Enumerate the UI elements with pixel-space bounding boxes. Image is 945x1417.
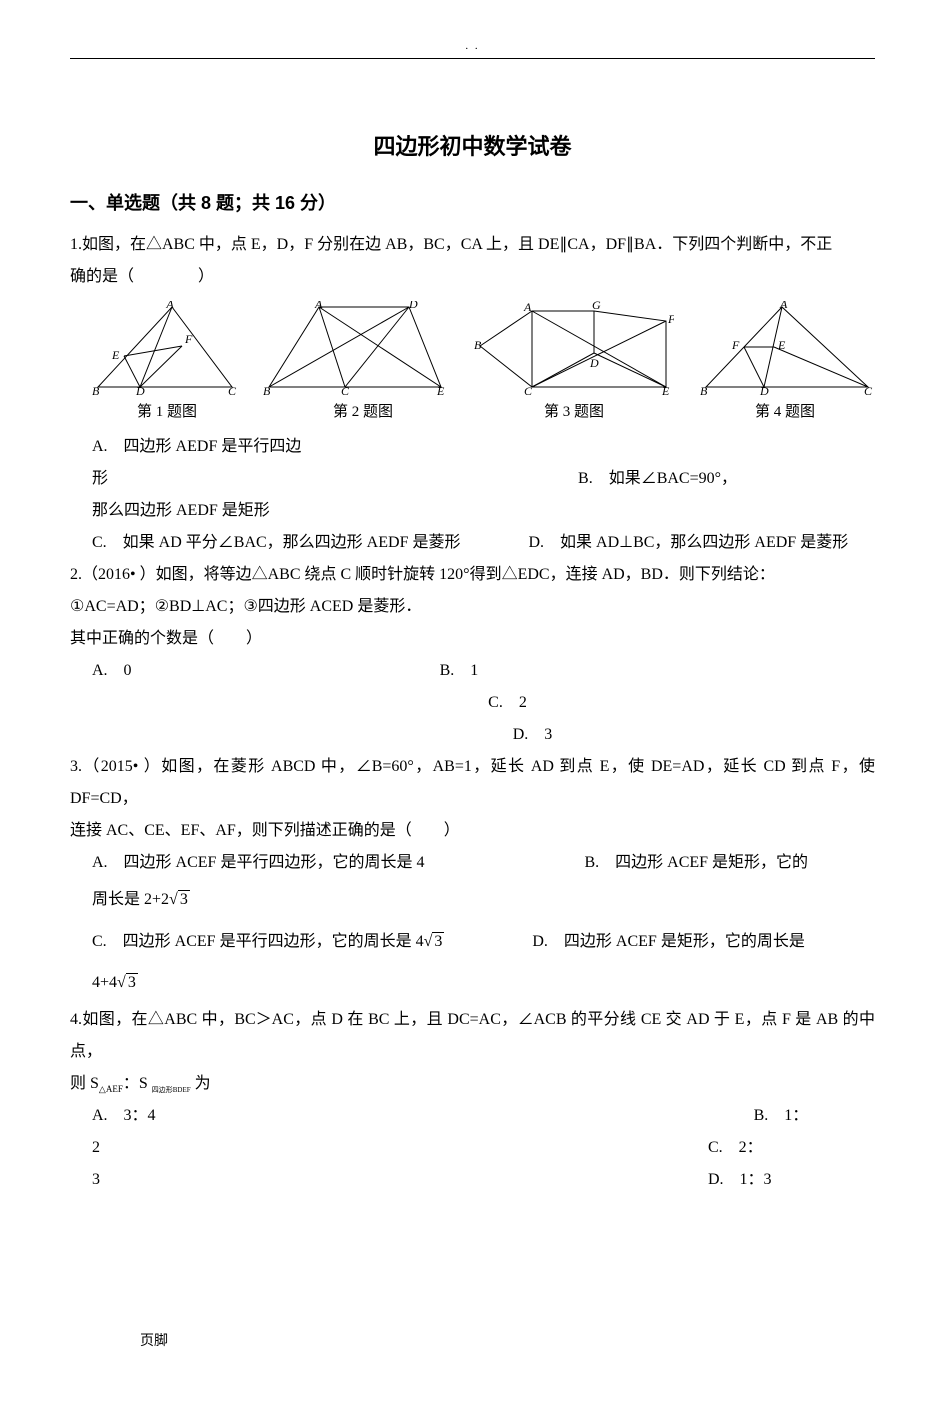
q4-stem-l2-pre: 则 S xyxy=(70,1075,99,1092)
q4-stem-l2-mid: ：S xyxy=(123,1075,152,1092)
svg-text:A: A xyxy=(165,301,174,311)
figure-1: A B C D E F xyxy=(92,301,237,396)
q4-sub-aef: △AEF xyxy=(99,1084,123,1094)
section-heading: 一、单选题（共 8 题；共 16 分） xyxy=(70,189,875,215)
q4-option-b-l2: 2 xyxy=(92,1139,100,1156)
q2-option-c: C. 2 xyxy=(70,687,875,719)
q4-option-c-l2: 3 xyxy=(92,1171,100,1188)
svg-text:F: F xyxy=(184,332,193,346)
svg-text:D: D xyxy=(759,384,769,396)
q3-option-b: B. 四边形 ACEF 是矩形，它的 xyxy=(584,854,808,871)
q1-option-a-l1: A. 四边形 AEDF 是平行四边 xyxy=(70,431,875,463)
q4-options-row2: 2 C. 2： xyxy=(70,1132,875,1164)
svg-text:B: B xyxy=(700,384,708,396)
svg-text:B: B xyxy=(92,384,100,396)
figure-4-label: 第 4 题图 xyxy=(695,400,875,421)
figure-2: A B C D E xyxy=(263,301,448,396)
figure-labels-row: 第 1 题图 第 2 题图 第 3 题图 第 4 题图 xyxy=(92,400,875,421)
header-dots: . . xyxy=(70,40,875,52)
q3-option-b-l2: 周长是 2+2√3 xyxy=(70,879,875,921)
sqrt-3-value-1: 3 xyxy=(178,890,190,909)
q1-option-d: D. 如果 AD⊥BC，那么四边形 AEDF 是菱形 xyxy=(528,534,848,551)
svg-text:D: D xyxy=(589,356,599,370)
q4-option-b: B. 1： xyxy=(754,1107,809,1124)
q1-option-c: C. 如果 AD 平分∠BAC，那么四边形 AEDF 是菱形 xyxy=(92,534,460,551)
q2-option-d: D. 3 xyxy=(70,719,875,751)
q3-option-d-l2: 4+4√3 xyxy=(70,962,875,1004)
page-footer: 页脚 xyxy=(140,1330,168,1350)
q3-stem-line1: 3.（2015• ）如图，在菱形 ABCD 中，∠B=60°，AB=1，延长 A… xyxy=(70,751,875,815)
page-title: 四边形初中数学试卷 xyxy=(70,129,875,161)
svg-text:C: C xyxy=(864,384,873,396)
q3-option-a: A. 四边形 ACEF 是平行四边形，它的周长是 4 xyxy=(92,854,424,871)
svg-text:A: A xyxy=(779,301,788,311)
svg-text:G: G xyxy=(592,301,601,312)
q3-option-c-text: C. 四边形 ACEF 是平行四边形，它的周长是 4 xyxy=(92,933,424,950)
q2-options-ab: A. 0 B. 1 xyxy=(70,655,875,687)
q1-stem-line2: 确的是（ ） xyxy=(70,261,875,293)
svg-text:F: F xyxy=(731,338,740,352)
figure-2-label: 第 2 题图 xyxy=(273,400,453,421)
q4-option-c: C. 2： xyxy=(708,1139,763,1156)
q4-options-row3: 3 D. 1：3 xyxy=(70,1164,875,1196)
q3-option-d-l2-text: 4+4 xyxy=(92,974,117,991)
q4-option-d: D. 1：3 xyxy=(708,1171,772,1188)
svg-text:C: C xyxy=(524,384,533,396)
q3-stem-line2: 连接 AC、CE、EF、AF，则下列描述正确的是（ ） xyxy=(70,815,875,847)
figure-4: A B C D E F xyxy=(700,301,875,396)
q4-option-a: A. 3：4 xyxy=(92,1107,156,1124)
svg-text:C: C xyxy=(341,384,350,396)
svg-text:E: E xyxy=(661,384,670,396)
q1-option-c-d-line: C. 如果 AD 平分∠BAC，那么四边形 AEDF 是菱形 D. 如果 AD⊥… xyxy=(70,527,875,559)
svg-text:A: A xyxy=(314,301,323,311)
figure-1-label: 第 1 题图 xyxy=(92,400,242,421)
q4-sub-bdef: 四边形BDEF xyxy=(152,1086,191,1094)
q1-option-b-l2: 那么四边形 AEDF 是矩形 xyxy=(70,495,875,527)
q4-options-row1: A. 3：4 B. 1： xyxy=(70,1100,875,1132)
q2-stem-line2: ①AC=AD；②BD⊥AC；③四边形 ACED 是菱形． xyxy=(70,591,875,623)
svg-text:F: F xyxy=(667,312,674,326)
q2-option-a: A. 0 xyxy=(92,662,132,679)
svg-text:B: B xyxy=(263,384,271,396)
svg-text:E: E xyxy=(777,338,786,352)
sqrt-3-value-2: 3 xyxy=(432,932,444,951)
q4-stem-line2: 则 S△AEF：S 四边形BDEF 为 xyxy=(70,1068,875,1100)
q2-option-b: B. 1 xyxy=(440,662,479,679)
figures-row: A B C D E F A B C D E xyxy=(92,301,875,396)
q4-stem-l2-post: 为 xyxy=(191,1075,211,1092)
svg-text:D: D xyxy=(135,384,145,396)
q1-option-a-l2: 形 xyxy=(92,470,108,487)
svg-text:A: A xyxy=(523,301,532,314)
svg-text:B: B xyxy=(474,338,482,352)
q3-option-b-l2-text: 周长是 2+2 xyxy=(92,891,169,908)
q2-stem-line1: 2.（2016• ）如图，将等边△ABC 绕点 C 顺时针旋转 120°得到△E… xyxy=(70,559,875,591)
q1-stem-line1: 1.如图，在△ABC 中，点 E，D，F 分别在边 AB，BC，CA 上，且 D… xyxy=(70,229,875,261)
q3-option-d: D. 四边形 ACEF 是矩形，它的周长是 xyxy=(532,933,804,950)
q4-stem-line1: 4.如图，在△ABC 中，BC＞AC，点 D 在 BC 上，且 DC=AC，∠A… xyxy=(70,1004,875,1068)
svg-text:D: D xyxy=(408,301,418,311)
sqrt-3-value-3: 3 xyxy=(126,973,138,992)
figure-3: A B C D E F G xyxy=(474,301,674,396)
svg-text:E: E xyxy=(111,348,120,362)
q2-stem-line3: 其中正确的个数是（ ） xyxy=(70,623,875,655)
figure-3-label: 第 3 题图 xyxy=(484,400,664,421)
q1-option-b-l1: B. 如果∠BAC=90°， xyxy=(578,470,737,487)
header-rule xyxy=(70,58,875,59)
svg-text:C: C xyxy=(228,384,237,396)
q3-options-ab: A. 四边形 ACEF 是平行四边形，它的周长是 4 B. 四边形 ACEF 是… xyxy=(70,847,875,879)
q1-option-a-b-line: 形 B. 如果∠BAC=90°， xyxy=(70,463,875,495)
q3-options-cd: C. 四边形 ACEF 是平行四边形，它的周长是 4√3 D. 四边形 ACEF… xyxy=(70,921,875,963)
svg-text:E: E xyxy=(436,384,445,396)
